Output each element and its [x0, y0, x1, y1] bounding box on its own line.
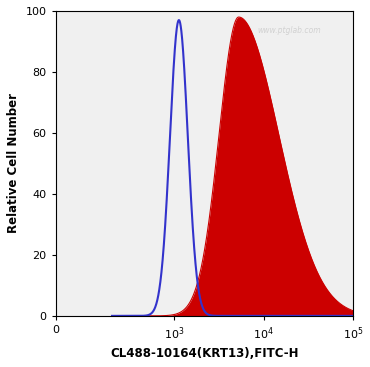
Text: www.ptglab.com: www.ptglab.com — [258, 26, 321, 35]
Y-axis label: Relative Cell Number: Relative Cell Number — [7, 94, 20, 233]
X-axis label: CL488-10164(KRT13),FITC-H: CL488-10164(KRT13),FITC-H — [110, 347, 299, 360]
